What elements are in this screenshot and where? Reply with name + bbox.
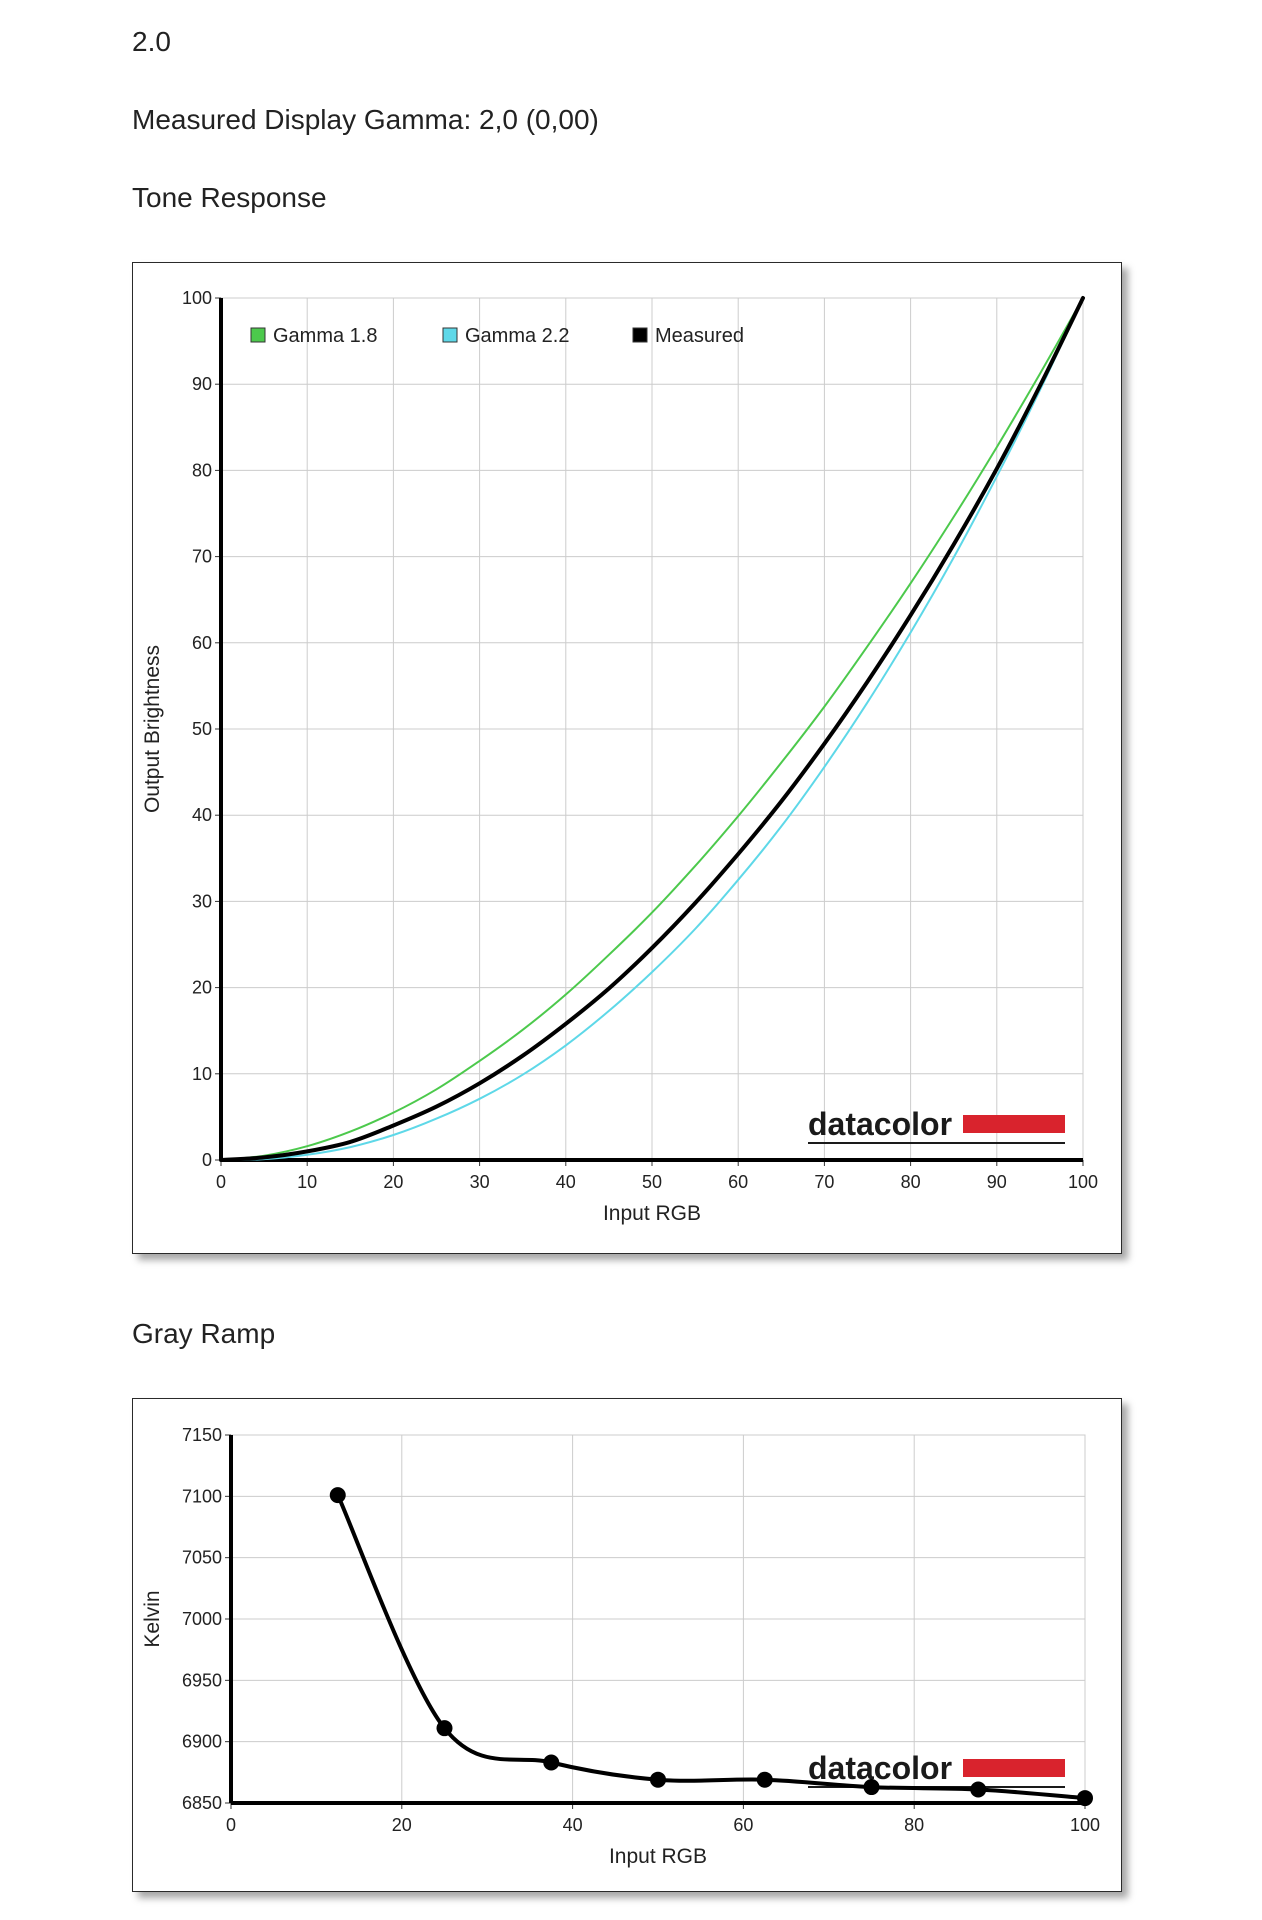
y-tick-label: 100 [182,288,212,308]
x-tick-label: 0 [226,1815,236,1835]
data-point [436,1720,453,1737]
x-axis-label: Input RGB [609,1845,707,1868]
y-tick-label: 7150 [182,1425,222,1445]
data-point [1077,1790,1093,1807]
legend-swatch [632,327,648,343]
y-tick-label: 10 [192,1064,212,1084]
gray-ramp-plot: 0 20 40 60 80 100 6850 6900 6950 7000 7050 7100 7150… [141,1425,1100,1868]
series-line-gamma-1-8 [220,297,1084,1161]
legend-label: Gamma 1.8 [273,325,377,347]
tone-response-title: Tone Response [132,182,327,213]
x-tick-label: 100 [1070,1815,1100,1835]
datacolor-logo-text: datacolor [808,1106,952,1142]
data-point [543,1754,560,1771]
data-point [863,1779,880,1796]
y-tick-label: 0 [202,1150,212,1170]
datacolor-logo: datacolor [808,1106,1065,1144]
y-tick-label: 50 [192,719,212,739]
tone-response-chart: 0 10 20 30 40 50 60 70 80 90 100 0 10 20 30 40 50 60 70 80 9… [132,262,1122,1254]
gray-ramp-chart: 0 20 40 60 80 100 6850 6900 6950 7000 7050 7100 7150… [132,1398,1122,1892]
legend-label: Measured [655,325,744,347]
x-tick-label: 90 [987,1172,1007,1192]
y-tick-label: 40 [192,805,212,825]
y-tick-label: 6850 [182,1793,222,1813]
datacolor-logo-text: datacolor [808,1750,952,1786]
x-tick-label: 30 [470,1172,490,1192]
legend-swatch [442,327,458,343]
y-tick-label: 6900 [182,1732,222,1752]
x-tick-label: 10 [297,1172,317,1192]
y-tick-label: 70 [192,547,212,567]
measured-gamma-text: Measured Display Gamma: 2,0 (0,00) [132,104,599,135]
gamma-value: 2.0 [132,26,171,57]
datacolor-logo-bar [963,1759,1065,1777]
x-tick-label: 0 [216,1172,226,1192]
x-tick-label: 50 [642,1172,662,1192]
y-tick-label: 7100 [182,1486,222,1506]
x-tick-label: 100 [1068,1172,1098,1192]
y-tick-label: 90 [192,374,212,394]
data-point [329,1487,346,1504]
series-line-gray-ramp [335,1493,1087,1801]
x-tick-label: 20 [383,1172,403,1192]
y-tick-label: 30 [192,891,212,911]
y-axis-label: Output Brightness [141,645,164,813]
series-line-measured [219,296,1085,1162]
x-tick-label: 20 [392,1815,412,1835]
x-tick-label: 80 [904,1815,924,1835]
y-tick-label: 60 [192,633,212,653]
x-tick-label: 60 [728,1172,748,1192]
tone-response-plot: 0 10 20 30 40 50 60 70 80 90 100 0 10 20 30 40 50 60 70 80 9… [141,288,1098,1225]
data-point [650,1771,666,1788]
y-tick-label: 7000 [182,1609,222,1629]
legend-swatch [250,327,266,343]
x-tick-label: 70 [814,1172,834,1192]
y-tick-label: 80 [192,460,212,480]
data-point [970,1781,987,1798]
y-axis-label: Kelvin [141,1590,164,1647]
x-tick-label: 60 [733,1815,753,1835]
series-line-gamma-2-2 [220,297,1084,1161]
x-tick-label: 40 [563,1815,583,1835]
datacolor-logo-bar [963,1115,1065,1133]
gray-ramp-title: Gray Ramp [132,1318,276,1349]
y-tick-label: 20 [192,978,212,998]
x-axis-label: Input RGB [603,1202,701,1225]
data-point [756,1771,773,1788]
y-tick-label: 6950 [182,1670,222,1690]
x-tick-label: 80 [901,1172,921,1192]
y-tick-label: 7050 [182,1548,222,1568]
x-tick-label: 40 [556,1172,576,1192]
legend-label: Gamma 2.2 [465,325,569,347]
